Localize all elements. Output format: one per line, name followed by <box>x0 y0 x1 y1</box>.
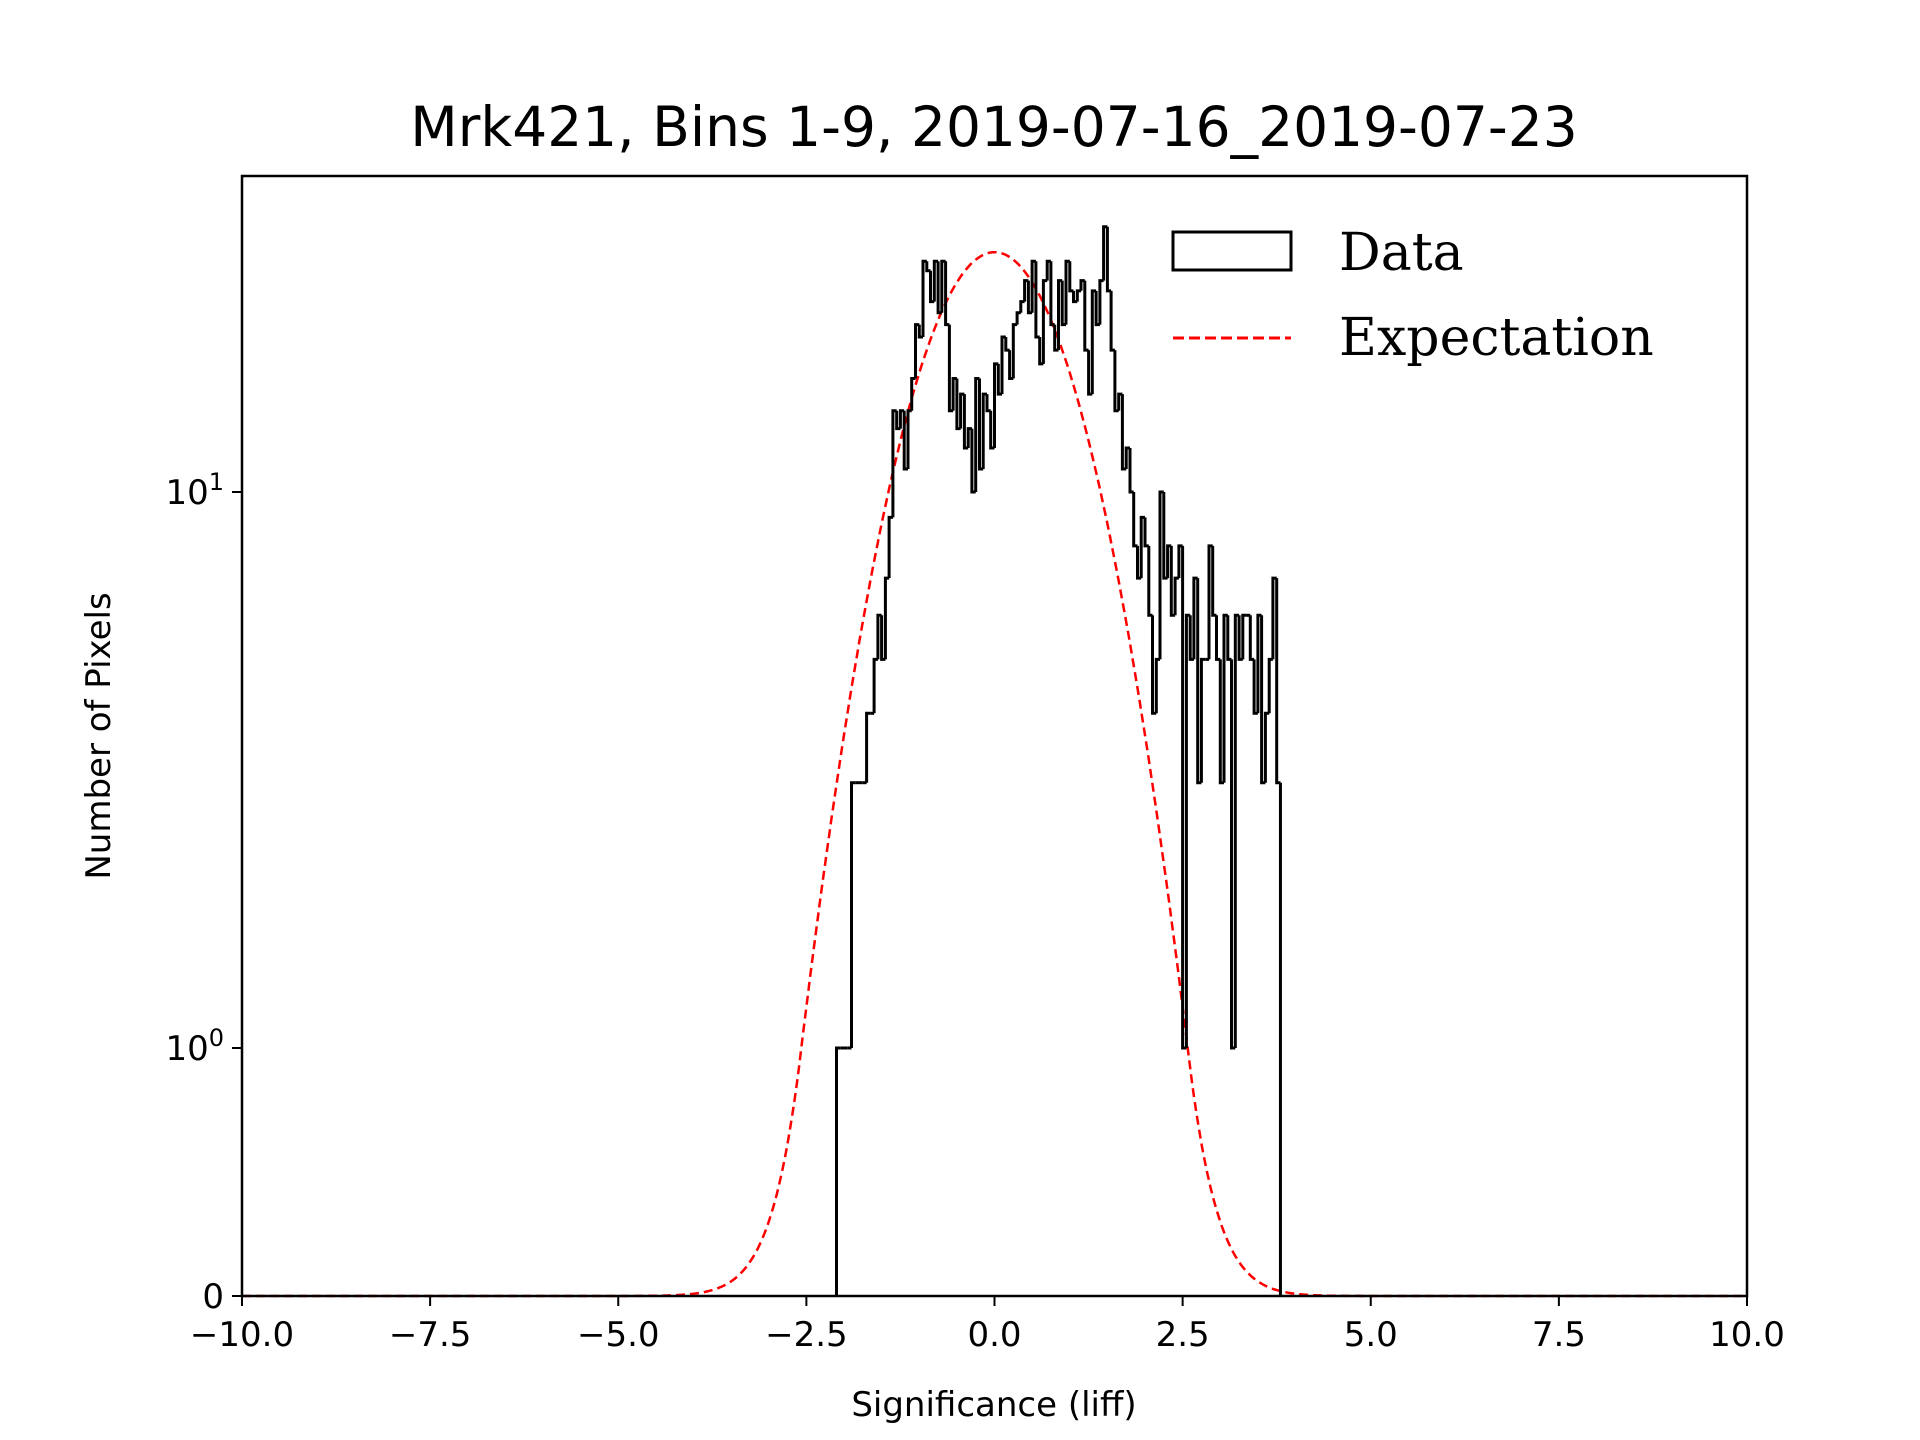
histogram-bin <box>1211 545 1217 617</box>
y-axis-label: Number of Pixels <box>79 592 119 879</box>
x-tick-label: −2.5 <box>765 1315 848 1355</box>
legend-data-swatch <box>1171 230 1293 272</box>
histogram-bin <box>1248 615 1255 661</box>
histogram-bin <box>1041 279 1048 364</box>
histogram-bin <box>921 259 927 337</box>
histogram-bin <box>944 261 950 327</box>
y-tick-label: 101 <box>165 468 224 513</box>
histogram-bin <box>1173 576 1179 616</box>
histogram-bin <box>1075 289 1081 302</box>
y-tick-label: 0 <box>202 1277 224 1317</box>
x-tick-label: 2.5 <box>1156 1315 1210 1355</box>
histogram-bin <box>906 409 912 469</box>
histogram-bin <box>1049 261 1055 327</box>
x-tick-label: 5.0 <box>1344 1315 1398 1355</box>
histogram-bin <box>1199 657 1206 783</box>
x-tick-label: −5.0 <box>577 1315 660 1355</box>
histogram-bin <box>1215 615 1221 661</box>
histogram-bin <box>872 657 878 714</box>
histogram-bin <box>883 576 890 660</box>
histogram-bin <box>835 1046 841 1296</box>
histogram-bin <box>1109 290 1115 352</box>
histogram-bin <box>1147 545 1153 617</box>
legend-expectation-label: Expectation <box>1339 308 1654 368</box>
histogram-bin <box>1241 613 1247 660</box>
histogram-bin <box>1098 279 1104 325</box>
y-tick-label: 100 <box>165 1024 224 1069</box>
histogram-bin <box>1233 613 1240 1048</box>
histogram-bin <box>1267 657 1273 714</box>
x-tick-label: 10.0 <box>1709 1315 1785 1355</box>
histogram-bin <box>1128 448 1134 494</box>
histogram-bin <box>1083 280 1089 352</box>
histogram-bin <box>925 261 931 273</box>
histogram-bin <box>985 394 991 413</box>
histogram-bin <box>1263 711 1270 783</box>
x-tick-label: 0.0 <box>967 1315 1021 1355</box>
x-tick-label: −7.5 <box>389 1315 472 1355</box>
histogram-bin <box>1132 492 1138 548</box>
x-tick-label: −10.0 <box>190 1315 294 1355</box>
histogram-bin <box>1019 300 1025 313</box>
x-axis-label: Significance (liff) <box>851 1385 1136 1425</box>
histogram-bin <box>1143 517 1149 548</box>
x-axis: −10.0 −7.5 −5.0 −2.5 0.0 2.5 5.0 7.5 10.0 <box>190 1296 1785 1355</box>
legend-data-label: Data <box>1339 223 1464 283</box>
legend: Data Expectation <box>1171 223 1654 368</box>
histogram-bin <box>1011 323 1018 379</box>
histogram-bin <box>887 515 893 579</box>
histogram-bin <box>1004 337 1010 352</box>
x-tick-label: 7.5 <box>1532 1315 1586 1355</box>
histogram-bin <box>1015 311 1021 325</box>
y-axis: 0 100 101 <box>165 468 242 1317</box>
histogram-bin <box>1184 613 1191 1048</box>
histogram-bin <box>865 711 871 783</box>
histogram-bin <box>850 781 856 1048</box>
histogram-bin <box>1154 657 1160 714</box>
histogram-bin <box>1068 261 1074 293</box>
histogram-bin <box>1105 226 1112 293</box>
chart-title: Mrk421, Bins 1-9, 2019-07-16_2019-07-23 <box>410 95 1577 159</box>
histogram-bin <box>1226 615 1232 661</box>
histogram-bin <box>1275 578 1281 785</box>
histogram-bin <box>1034 261 1040 339</box>
data-histogram <box>835 225 1282 1296</box>
plot-area <box>242 225 1747 1298</box>
